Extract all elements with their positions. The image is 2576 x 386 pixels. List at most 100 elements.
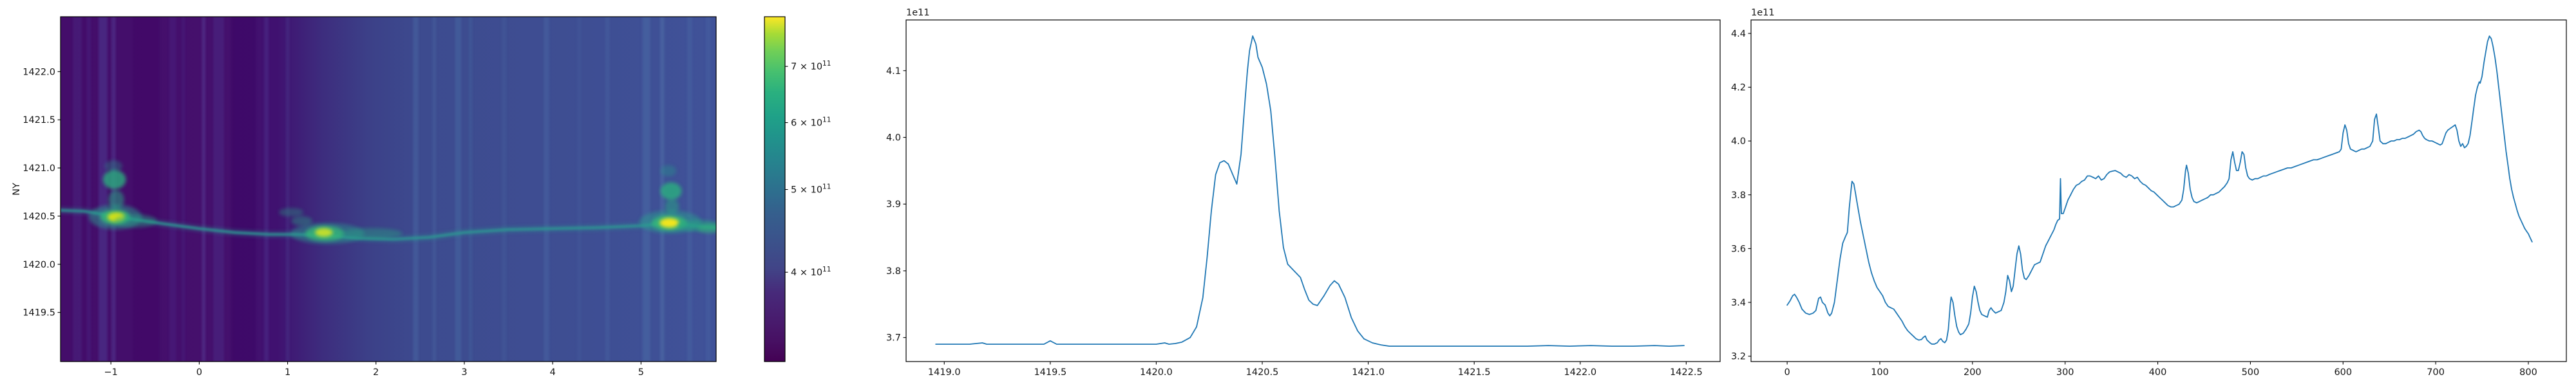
heatmap-ylabel: NY bbox=[12, 183, 22, 196]
colorbar-tick-exponent: 11 bbox=[822, 116, 831, 124]
x-tick-label: 600 bbox=[2334, 367, 2352, 378]
rfi-stripe bbox=[544, 17, 549, 362]
y-tick-label: 3.4 bbox=[1731, 298, 1746, 308]
x-tick-label: 700 bbox=[2427, 367, 2445, 378]
x-tick-label: 5 bbox=[638, 367, 644, 378]
rfi-stripe bbox=[202, 17, 206, 362]
colorbar-tick-label: 4 × 1011 bbox=[791, 266, 831, 278]
emission-blob bbox=[104, 160, 123, 172]
y-tick-label: 3.8 bbox=[1731, 190, 1746, 201]
axes-spines bbox=[1750, 19, 2567, 362]
spectrum-panel: 1e11 1419.0 1419.5 1420.0 1420.5 1421.0 1421.… bbox=[886, 8, 1721, 378]
x-tick-label: 300 bbox=[2056, 367, 2074, 378]
y-tick-label: 3.7 bbox=[886, 333, 901, 344]
rfi-stripe bbox=[413, 17, 419, 362]
rfi-stripe bbox=[98, 17, 108, 362]
emission-blob bbox=[659, 217, 679, 228]
timeseries-panel: 1e11 0 100 200 300 400 500 600 700 800 3.2 3.4 3.6 3… bbox=[1731, 8, 2567, 378]
spectrum-offset-label: 1e11 bbox=[906, 8, 930, 18]
x-tick-label: 1421.5 bbox=[1458, 367, 1491, 378]
y-tick-label: 1422.0 bbox=[23, 67, 55, 77]
timeseries-offset-label: 1e11 bbox=[1751, 8, 1775, 18]
rfi-stripe bbox=[432, 17, 437, 362]
x-tick-label: 1420.5 bbox=[1246, 367, 1279, 378]
x-tick-label: 400 bbox=[2149, 367, 2167, 378]
rfi-stripe bbox=[468, 17, 473, 362]
colorbar-tick-exponent: 11 bbox=[822, 183, 831, 191]
x-tick-label: 3 bbox=[461, 367, 467, 378]
rfi-stripe bbox=[264, 17, 269, 362]
x-tick-label: 0 bbox=[196, 367, 202, 378]
emission-blob bbox=[697, 223, 716, 234]
rfi-stripe bbox=[86, 17, 91, 362]
y-tick-label: 4.0 bbox=[886, 133, 901, 143]
x-tick-label: −1 bbox=[104, 367, 118, 378]
rfi-stripe bbox=[605, 17, 610, 362]
x-tick-label: 1420.0 bbox=[1140, 367, 1173, 378]
x-tick-label: 500 bbox=[2242, 367, 2260, 378]
series-line bbox=[935, 35, 1685, 347]
rfi-stripe bbox=[502, 17, 507, 362]
heatmap-image bbox=[61, 17, 716, 362]
emission-blob bbox=[665, 198, 679, 214]
x-tick-label: 1 bbox=[285, 367, 290, 378]
x-tick-label: 200 bbox=[1964, 367, 1982, 378]
emission-blob bbox=[102, 170, 126, 189]
colorbar-gradient bbox=[764, 16, 786, 362]
colorbar-tick-label: 7 × 1011 bbox=[791, 60, 831, 72]
y-tick-label: 3.8 bbox=[886, 266, 901, 277]
x-tick-label: 1422.0 bbox=[1564, 367, 1596, 378]
emission-blobs bbox=[88, 160, 716, 244]
y-tick-label: 3.6 bbox=[1731, 244, 1746, 254]
colorbar-tick-exponent: 11 bbox=[822, 266, 831, 273]
emission-blob bbox=[660, 165, 677, 177]
axes-spines bbox=[60, 16, 717, 362]
colorbar-tick-label: 6 × 1011 bbox=[791, 116, 831, 129]
x-tick-label: 100 bbox=[1871, 367, 1889, 378]
x-tick-label: 2 bbox=[373, 367, 379, 378]
colorbar: 7 × 1011 6 × 1011 5 × 1011 4 × 1011 bbox=[764, 16, 831, 362]
rfi-stripe bbox=[213, 17, 224, 362]
y-tick-label: 4.0 bbox=[1731, 136, 1746, 147]
rfi-stripe bbox=[169, 17, 176, 362]
timeseries-axes: 0 100 200 300 400 500 600 700 800 3.2 3.4 3.6 3.8 4.0… bbox=[1731, 19, 2567, 378]
rfi-stripe bbox=[231, 17, 256, 362]
y-tick-label: 4.2 bbox=[1731, 83, 1746, 93]
axes-spines bbox=[905, 19, 1721, 362]
heatmap-panel: NY −1 0 1 2 3 4 5 1419.5 1420.0 1420.5 1421.0 1421.… bbox=[12, 16, 717, 378]
rfi-stripe bbox=[576, 17, 582, 362]
emission-blob bbox=[315, 228, 333, 237]
y-tick-label: 1420.5 bbox=[23, 212, 55, 222]
x-tick-label: 1421.0 bbox=[1352, 367, 1385, 378]
rfi-stripe bbox=[706, 17, 711, 362]
x-tick-label: 0 bbox=[1784, 367, 1790, 378]
x-tick-label: 4 bbox=[550, 367, 556, 378]
rfi-stripe bbox=[181, 17, 185, 362]
rfi-stripes bbox=[73, 17, 711, 362]
series-line bbox=[1786, 35, 2533, 345]
x-tick-label: 1422.5 bbox=[1670, 367, 1703, 378]
emission-blob bbox=[291, 216, 313, 226]
emission-blob bbox=[340, 228, 402, 239]
y-tick-label: 1421.0 bbox=[23, 163, 55, 174]
y-tick-label: 1421.5 bbox=[23, 115, 55, 125]
rfi-stripe bbox=[111, 17, 116, 362]
colorbar-tick-exponent: 11 bbox=[822, 60, 831, 68]
spectrum-axes: 1419.0 1419.5 1420.0 1420.5 1421.0 1421.5 1422… bbox=[886, 19, 1721, 378]
rfi-stripe bbox=[73, 17, 82, 362]
heatmap-axes: −1 0 1 2 3 4 5 1419.5 1420.0 1420.5 1421.0 1421.5 14… bbox=[23, 16, 717, 378]
y-tick-label: 1420.0 bbox=[23, 260, 55, 270]
x-tick-label: 1419.5 bbox=[1034, 367, 1066, 378]
rfi-stripe bbox=[133, 17, 160, 362]
emission-blob bbox=[278, 208, 304, 217]
y-tick-label: 4.1 bbox=[886, 66, 901, 77]
x-tick-label: 1419.0 bbox=[928, 367, 961, 378]
y-tick-label: 3.2 bbox=[1731, 352, 1746, 362]
rfi-stripe bbox=[285, 17, 290, 362]
x-tick-label: 800 bbox=[2519, 367, 2537, 378]
y-tick-label: 3.9 bbox=[886, 199, 901, 210]
y-tick-label: 4.4 bbox=[1731, 29, 1746, 39]
rfi-stripe bbox=[687, 17, 692, 362]
